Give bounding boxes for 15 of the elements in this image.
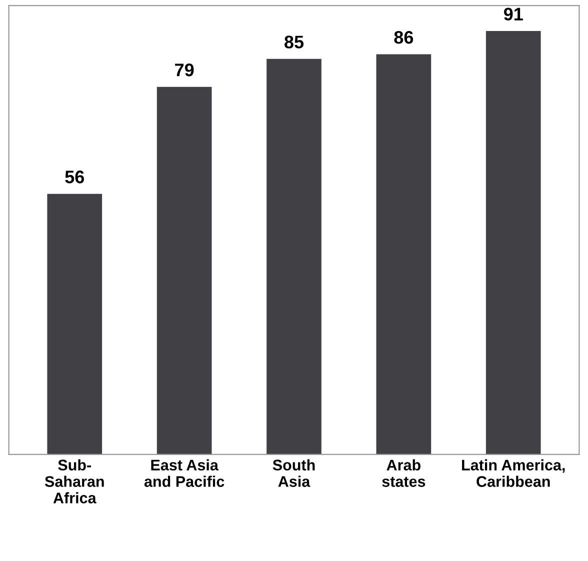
- bar: [47, 194, 102, 454]
- data-label: 86: [394, 30, 414, 44]
- data-label: 85: [284, 36, 304, 48]
- x-tick-label: Sub- Saharan Africa: [44, 459, 104, 504]
- x-tick-label: Latin America, Caribbean: [462, 459, 565, 487]
- x-tick-label: Arab states: [382, 459, 426, 487]
- x-tick-label: East Asia and Pacific: [144, 459, 224, 487]
- data-label: 91: [504, 8, 523, 20]
- bar: [486, 31, 541, 454]
- bar: [376, 54, 432, 454]
- data-label: 79: [175, 64, 194, 76]
- bar: [266, 58, 322, 454]
- bar: [156, 86, 212, 454]
- data-label: 56: [65, 170, 84, 184]
- x-tick-label: South Asia: [272, 459, 315, 487]
